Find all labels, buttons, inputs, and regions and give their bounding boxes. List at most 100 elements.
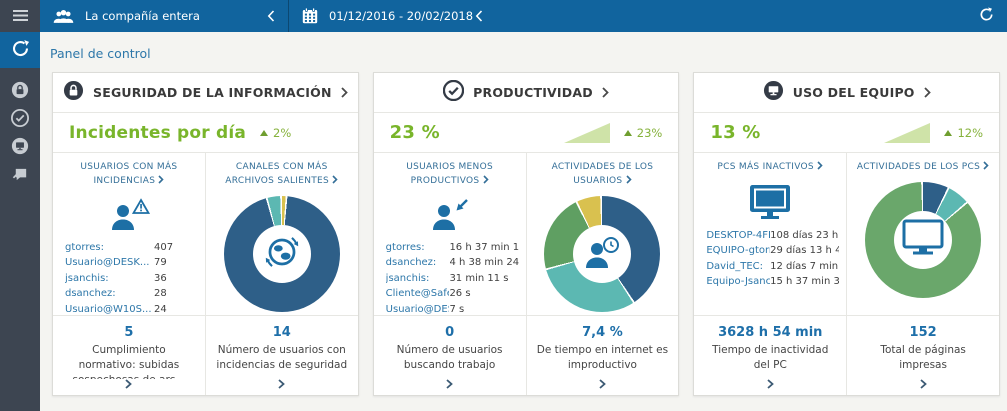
- chevron-right-icon[interactable]: [446, 379, 453, 389]
- security-metric-row: Incidentes por día 2%: [53, 113, 358, 153]
- list-item[interactable]: Usuario@W10S... 24: [65, 303, 167, 315]
- list-item[interactable]: Equipo-Jsanchis:15 h 37 min 38 s: [706, 276, 840, 288]
- check-circle-icon: [11, 109, 29, 131]
- stat-label: De tiempo en internet es improductivo: [536, 344, 669, 372]
- list-item[interactable]: jsanchis: 31 min 11 s: [385, 272, 509, 284]
- breadcrumb: Panel de control: [50, 46, 151, 61]
- menu-button[interactable]: [0, 0, 40, 32]
- user-activities-donut-chart[interactable]: [544, 195, 661, 312]
- sidebar-item-equipment[interactable]: [0, 134, 40, 162]
- productivity-stats: 0 Número de usuarios buscando trabajo 7,…: [373, 315, 679, 395]
- chevron-right-icon: [602, 83, 609, 102]
- monitor-filled-icon: [745, 183, 795, 221]
- chevron-right-icon[interactable]: [920, 379, 927, 389]
- sidebar-item-dashboard[interactable]: [0, 32, 40, 68]
- refresh-icon: [979, 6, 994, 26]
- column-title[interactable]: PCS MÁS INACTIVOS: [717, 161, 823, 175]
- chevron-right-icon[interactable]: [125, 379, 133, 389]
- stat-value: 152: [909, 325, 937, 340]
- chevron-right-icon: [924, 83, 931, 102]
- security-card-header[interactable]: SEGURIDAD DE LA INFORMACIÓN: [53, 73, 358, 113]
- trend-up-icon: [944, 129, 953, 136]
- security-stats: 5 Cumplimiento normativo: subidas sospec…: [53, 315, 358, 395]
- cards-row: SEGURIDAD DE LA INFORMACIÓN Incidentes p…: [40, 72, 1007, 396]
- chevron-right-icon: [340, 83, 348, 102]
- productivity-metric-row: 23 % 23%: [373, 113, 679, 153]
- sidebar-item-productivity[interactable]: [0, 106, 40, 134]
- stat-security-incidents[interactable]: 14 Número de usuarios con incidencias de…: [206, 316, 358, 395]
- chevron-right-icon[interactable]: [767, 379, 774, 389]
- stat-value: 14: [272, 325, 291, 340]
- monitor-circle-icon: [11, 137, 29, 159]
- monitor-circle-icon: [763, 80, 784, 105]
- column-title[interactable]: ACTIVIDADES DE LOS USUARIOS: [551, 162, 654, 186]
- company-selector[interactable]: La compañía entera: [40, 0, 288, 32]
- list-item[interactable]: dsanchez: 28: [65, 288, 167, 300]
- column-least-productive: USUARIOS MENOS PRODUCTIVOS gtorres: 16 h …: [374, 153, 527, 315]
- user-arrow-icon: [427, 197, 473, 233]
- donut-hole: [894, 210, 953, 269]
- user-warning-icon: [106, 197, 152, 233]
- sidebar-item-security[interactable]: [0, 78, 40, 106]
- equipment-metric-row: 13 % 12%: [694, 113, 1000, 153]
- stat-unproductive-internet[interactable]: 7,4 % De tiempo en internet es improduct…: [527, 316, 679, 395]
- hamburger-icon: [12, 7, 28, 26]
- refresh-button[interactable]: [979, 6, 994, 26]
- chevron-right-icon[interactable]: [599, 379, 606, 389]
- lock-circle-icon: [63, 80, 84, 105]
- pc-activities-donut-chart[interactable]: [865, 181, 982, 298]
- trend-value: 23%: [636, 125, 663, 140]
- list-item[interactable]: gtorres:16 h 37 min 13 s: [385, 241, 519, 253]
- metric-value: 13 %: [710, 122, 761, 143]
- list-item[interactable]: gtorres: 407: [65, 241, 174, 253]
- list-item[interactable]: Usuario@DESK...7 s: [385, 303, 465, 315]
- people-icon: [53, 8, 74, 25]
- globe-network-icon: [259, 229, 305, 279]
- column-title[interactable]: CANALES CON MÁS ARCHIVOS SALIENTES: [211, 161, 353, 189]
- chevron-right-icon[interactable]: [278, 379, 286, 389]
- stat-pc-inactivity[interactable]: 3628 h 54 min Tiempo de inactividad del …: [694, 316, 848, 395]
- column-pc-activities: ACTIVIDADES DE LOS PCS: [847, 153, 999, 315]
- channels-donut-chart[interactable]: [223, 195, 340, 312]
- stat-value: 5: [124, 325, 134, 340]
- column-title[interactable]: ACTIVIDADES DE LOS PCS: [857, 161, 989, 175]
- list-item[interactable]: dsanchez:4 h 38 min 24 s: [385, 257, 519, 269]
- list-item[interactable]: Usuario@DESK... 79: [65, 257, 167, 269]
- trend: 23%: [623, 125, 663, 140]
- column-title[interactable]: USUARIOS MENOS PRODUCTIVOS: [406, 162, 493, 186]
- list-item[interactable]: jsanchis: 36: [65, 272, 167, 284]
- stat-printed-pages[interactable]: 152 Total de páginas impresas: [847, 316, 999, 395]
- column-inactive-pcs: PCS MÁS INACTIVOS DESKTOP-4FK...108 días…: [694, 153, 848, 315]
- stat-value: 3628 h 54 min: [718, 325, 823, 340]
- productivity-card-header[interactable]: PRODUCTIVIDAD: [373, 73, 679, 113]
- monitor-outline-icon: [900, 218, 946, 262]
- stat-compliance[interactable]: 5 Cumplimiento normativo: subidas sospec…: [53, 316, 206, 395]
- chevron-left-icon[interactable]: [475, 10, 483, 22]
- lock-circle-icon: [11, 81, 29, 103]
- list-item[interactable]: David_TEC:12 días 7 min ...: [706, 260, 839, 272]
- column-title[interactable]: USUARIOS CON MÁS INCIDENCIAS: [80, 162, 178, 186]
- chevron-left-icon[interactable]: [267, 10, 275, 22]
- inactive-pcs-list: DESKTOP-4FK...108 días 23 h ... EQUIPO-g…: [699, 226, 841, 290]
- check-circle-icon: [442, 79, 465, 105]
- stat-job-seekers[interactable]: 0 Número de usuarios buscando trabajo: [374, 316, 527, 395]
- trend-value: 2%: [273, 125, 292, 140]
- sidebar-item-reports[interactable]: [0, 162, 40, 190]
- donut-hole: [573, 224, 632, 283]
- list-item[interactable]: DESKTOP-4FK...108 días 23 h ...: [706, 229, 839, 241]
- column-outgoing-channels: CANALES CON MÁS ARCHIVOS SALIENTES: [206, 153, 358, 315]
- donut-hole: [252, 224, 311, 283]
- list-item[interactable]: Cliente@Safeti...26 s: [385, 288, 471, 300]
- card-title: SEGURIDAD DE LA INFORMACIÓN: [93, 85, 332, 100]
- list-item[interactable]: EQUIPO-gtorres:29 días 13 h 4...: [706, 245, 840, 257]
- stat-value: 7,4 %: [582, 325, 623, 340]
- card-security: SEGURIDAD DE LA INFORMACIÓN Incidentes p…: [52, 72, 359, 396]
- equipment-card-header[interactable]: USO DEL EQUIPO: [694, 73, 1000, 113]
- topbar: La compañía entera 01/12/2016 - 20/02/20…: [0, 0, 1007, 32]
- equipment-stats: 3628 h 54 min Tiempo de inactividad del …: [694, 315, 1000, 395]
- trend: 12%: [944, 126, 983, 140]
- date-range-label: 01/12/2016 - 20/02/2018: [329, 9, 474, 23]
- stat-label: Cumplimiento normativo: subidas sospecho…: [73, 344, 186, 379]
- circular-arrow-icon: [11, 39, 30, 62]
- date-range-selector[interactable]: 01/12/2016 - 20/02/2018: [288, 0, 496, 32]
